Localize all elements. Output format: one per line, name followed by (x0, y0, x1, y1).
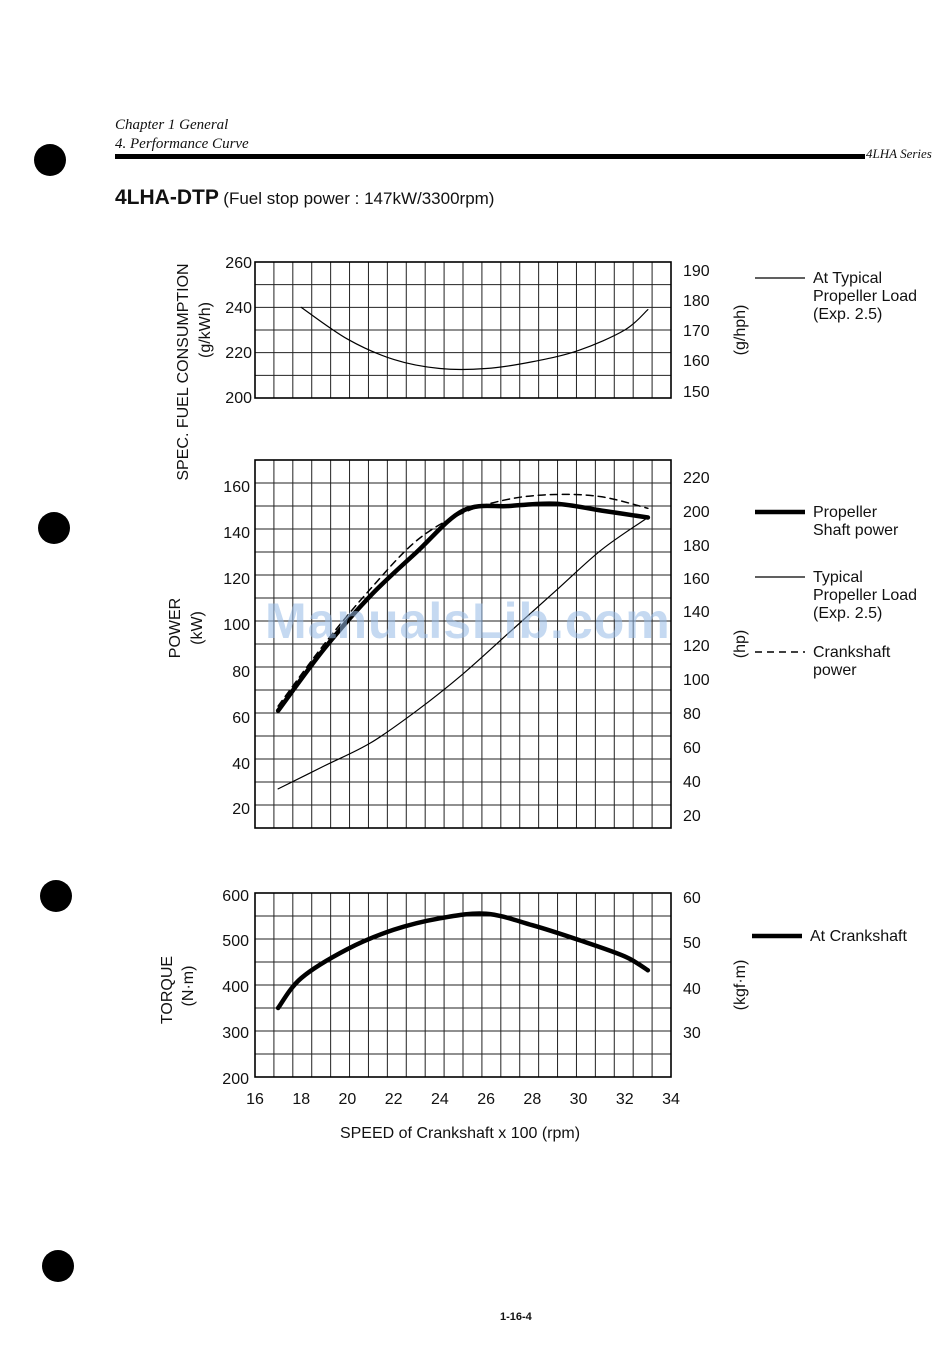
y-right-tick-label: 20 (683, 808, 701, 825)
y-tick-label: 60 (232, 710, 250, 727)
x-tick-label: 24 (431, 1091, 449, 1108)
legend-label: Propeller (813, 504, 878, 521)
y-tick-label: 600 (222, 888, 249, 905)
series-label: 4LHA Series (866, 146, 932, 161)
page-number: 1-16-4 (500, 1311, 532, 1323)
y-axis-unit: (g/kWh) (197, 302, 214, 358)
header-rule (115, 154, 865, 159)
y-tick-label: 500 (222, 933, 249, 950)
y-right-tick-label: 100 (683, 672, 710, 689)
y-tick-label: 140 (223, 525, 250, 542)
y-right-axis-unit: (kgf·m) (732, 960, 749, 1011)
y-tick-label: 200 (225, 390, 252, 407)
binder-hole-4 (42, 1250, 74, 1282)
y-right-tick-label: 170 (683, 323, 710, 340)
y-tick-label: 160 (223, 479, 250, 496)
y-tick-label: 100 (223, 617, 250, 634)
watermark: ManualsLib.com (265, 593, 671, 649)
chart-panel-3: 600 500 400 300 200 60 50 40 30 TORQUE (N·m) (kgf·m… (159, 888, 907, 1142)
model-subtitle: (Fuel stop power : 147kW/3300rpm) (223, 189, 495, 208)
chart-panel-2: 160 140 120 100 80 60 40 20 220 200 180 160 140 120 10… (167, 459, 917, 829)
model-name: 4LHA-DTP (115, 186, 219, 209)
y-tick-label: 80 (232, 664, 250, 681)
y-right-tick-label: 150 (683, 384, 710, 401)
y-tick-label: 260 (225, 255, 252, 272)
x-tick-label: 26 (477, 1091, 495, 1108)
series-line-thin (300, 306, 649, 371)
series-line-thin (277, 516, 649, 790)
y-tick-label: 20 (232, 801, 250, 818)
y-tick-label: 300 (222, 1025, 249, 1042)
legend-label: At Crankshaft (810, 928, 907, 945)
y-right-tick-label: 50 (683, 935, 701, 952)
y-right-tick-label: 80 (683, 706, 701, 723)
y-right-tick-label: 40 (683, 981, 701, 998)
y-axis-title: POWER (167, 598, 184, 658)
page-title: 4LHA-DTP (Fuel stop power : 147kW/3300rp… (115, 186, 494, 210)
y-tick-label: 200 (222, 1071, 249, 1088)
x-tick-label: 18 (292, 1091, 310, 1108)
plot-frame (254, 459, 672, 829)
legend-label: Typical (813, 569, 863, 586)
binder-hole-2 (38, 512, 70, 544)
legend-label: At Typical (813, 270, 882, 287)
series-line-dashed (277, 493, 649, 707)
y-right-tick-label: 200 (683, 504, 710, 521)
y-axis-unit: (kW) (189, 611, 206, 645)
y-right-tick-label: 160 (683, 353, 710, 370)
y-right-axis-unit: (hp) (732, 630, 749, 658)
y-axis-title: TORQUE (159, 956, 176, 1024)
legend-label: power (813, 662, 857, 679)
y-right-tick-label: 190 (683, 263, 710, 280)
chapter-heading: Chapter 1 General (115, 117, 229, 133)
series-line-thick (275, 501, 651, 713)
y-axis-title: SPEC. FUEL CONSUMPTION (175, 263, 192, 480)
x-tick-label: 34 (662, 1091, 680, 1108)
legend-label: (Exp. 2.5) (813, 605, 882, 622)
y-right-tick-label: 140 (683, 604, 710, 621)
plot-frame (254, 261, 672, 399)
x-axis-title: SPEED of Crankshaft x 100 (rpm) (340, 1125, 580, 1142)
y-right-tick-label: 30 (683, 1025, 701, 1042)
x-tick-label: 22 (385, 1091, 403, 1108)
y-tick-label: 220 (225, 345, 252, 362)
chart-panel-1: 260 240 220 200 190 180 170 160 150 SPEC. FUEL CO… (175, 255, 917, 481)
series-line-thick (275, 911, 651, 1011)
chart-grid (254, 261, 672, 399)
y-right-tick-label: 180 (683, 538, 710, 555)
legend-label: (Exp. 2.5) (813, 306, 882, 323)
y-right-axis-unit: (g/hph) (732, 305, 749, 356)
plot-frame (254, 892, 672, 1078)
legend-label: Crankshaft (813, 644, 891, 661)
y-tick-label: 120 (223, 571, 250, 588)
y-tick-label: 240 (225, 300, 252, 317)
binder-hole-1 (34, 144, 66, 176)
section-heading: 4. Performance Curve (115, 136, 249, 152)
legend-label: Propeller Load (813, 587, 917, 604)
legend-label: Shaft power (813, 522, 899, 539)
y-right-tick-label: 40 (683, 774, 701, 791)
y-axis-unit: (N·m) (180, 966, 197, 1007)
x-tick-label: 20 (339, 1091, 357, 1108)
y-right-tick-label: 160 (683, 571, 710, 588)
x-tick-label: 30 (570, 1091, 588, 1108)
binder-hole-3 (40, 880, 72, 912)
legend-label: Propeller Load (813, 288, 917, 305)
x-tick-label: 28 (523, 1091, 541, 1108)
y-tick-label: 40 (232, 756, 250, 773)
y-tick-label: 400 (222, 979, 249, 996)
y-right-tick-label: 180 (683, 293, 710, 310)
x-tick-label: 16 (246, 1091, 264, 1108)
y-right-tick-label: 220 (683, 470, 710, 487)
x-tick-label: 32 (616, 1091, 634, 1108)
y-right-tick-label: 60 (683, 890, 701, 907)
y-right-tick-label: 60 (683, 740, 701, 757)
chart-grid (254, 892, 672, 1078)
y-right-tick-label: 120 (683, 638, 710, 655)
